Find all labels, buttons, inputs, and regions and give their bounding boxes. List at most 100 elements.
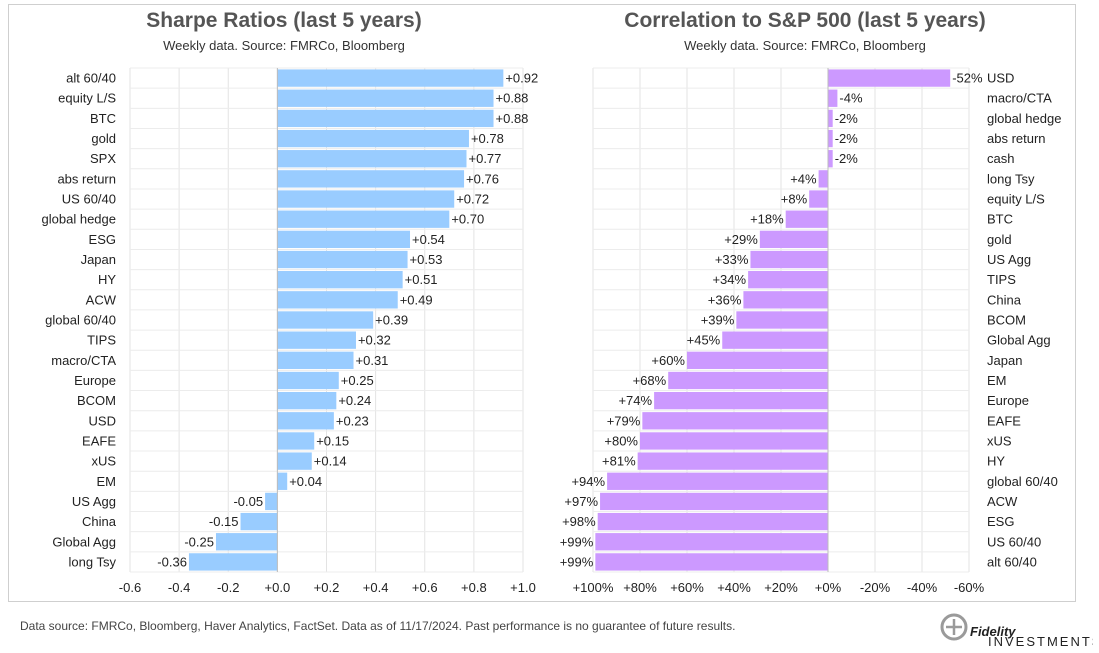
category-label: equity L/S xyxy=(987,192,1045,207)
category-label: HY xyxy=(987,454,1005,469)
category-label: alt 60/40 xyxy=(66,71,116,86)
category-label: US Agg xyxy=(987,252,1031,267)
bar xyxy=(240,512,278,531)
data-label: +33% xyxy=(715,252,749,267)
category-label: ESG xyxy=(987,514,1014,529)
fidelity-logo: Fidelity INVESTMENTS xyxy=(938,608,1099,649)
x-tick-label: +60% xyxy=(670,580,704,595)
bar xyxy=(277,311,374,329)
category-label: China xyxy=(82,514,117,529)
data-label: +0.32 xyxy=(358,333,391,348)
category-label: EM xyxy=(97,474,117,489)
category-label: Japan xyxy=(81,252,116,267)
x-tick-label: +0.2 xyxy=(314,580,340,595)
x-tick-label: +40% xyxy=(717,580,751,595)
bar xyxy=(277,412,334,430)
data-label: -52% xyxy=(952,71,983,86)
data-label: +18% xyxy=(750,212,784,227)
bar xyxy=(277,170,465,188)
category-label: Japan xyxy=(987,353,1022,368)
category-label: global 60/40 xyxy=(45,313,116,328)
bar xyxy=(277,210,450,228)
data-label: +79% xyxy=(607,413,641,428)
category-label: Global Agg xyxy=(52,534,116,549)
x-tick-label: +0% xyxy=(815,580,842,595)
category-label: BTC xyxy=(90,111,116,126)
category-label: USD xyxy=(89,413,116,428)
bar xyxy=(277,129,469,148)
data-label: +99% xyxy=(560,554,594,569)
data-label: +0.15 xyxy=(316,433,349,448)
data-label: +0.54 xyxy=(412,232,445,247)
bar xyxy=(188,553,278,571)
bar xyxy=(277,291,398,309)
data-label: +0.77 xyxy=(469,151,502,166)
data-label: +0.72 xyxy=(456,192,489,207)
category-label: abs return xyxy=(987,131,1046,146)
category-label: TIPS xyxy=(87,333,116,348)
bar xyxy=(277,432,315,450)
bar xyxy=(828,109,833,128)
bar xyxy=(722,331,828,349)
category-label: alt 60/40 xyxy=(987,554,1037,569)
bar xyxy=(750,250,828,269)
category-label: xUS xyxy=(91,454,116,469)
x-tick-label: +0.4 xyxy=(363,580,389,595)
data-label: +81% xyxy=(602,454,636,469)
bar xyxy=(600,492,828,511)
category-label: gold xyxy=(91,131,116,146)
data-label: +68% xyxy=(633,373,667,388)
category-label: ACW xyxy=(86,292,117,307)
data-label: +74% xyxy=(618,393,652,408)
correlation-chart: USD -52% macro/CTA -4% global hedge -2% abs re… xyxy=(560,67,1061,595)
bar xyxy=(597,512,828,531)
category-label: long Tsy xyxy=(69,554,117,569)
bar xyxy=(277,331,356,349)
data-label: +36% xyxy=(708,292,742,307)
data-label: +0.39 xyxy=(375,313,408,328)
bar xyxy=(277,250,408,269)
x-tick-label: -40% xyxy=(907,580,938,595)
category-label: BTC xyxy=(987,212,1013,227)
data-label: +0.23 xyxy=(336,413,369,428)
category-label: Europe xyxy=(74,373,116,388)
data-label: +0.51 xyxy=(405,272,438,287)
category-label: Global Agg xyxy=(987,333,1051,348)
data-label: -2% xyxy=(835,131,859,146)
bar xyxy=(215,533,278,551)
data-label: +8% xyxy=(781,192,808,207)
data-label: +99% xyxy=(560,534,594,549)
x-tick-label: +80% xyxy=(623,580,657,595)
bar xyxy=(277,230,411,249)
data-label: -2% xyxy=(835,151,859,166)
bar xyxy=(607,472,828,490)
x-tick-label: +1.0 xyxy=(510,580,536,595)
bar xyxy=(828,69,951,87)
data-label: -2% xyxy=(835,111,859,126)
category-label: EAFE xyxy=(987,413,1021,428)
x-tick-label: -60% xyxy=(954,580,985,595)
bar xyxy=(654,391,828,410)
data-label: -0.36 xyxy=(157,554,187,569)
data-label: +94% xyxy=(571,474,605,489)
data-label: +0.04 xyxy=(289,474,322,489)
bar xyxy=(277,190,455,208)
bar xyxy=(277,371,339,390)
sharpe-ratio-chart: alt 60/40 +0.92 equity L/S +0.88 BTC +0.88 gol… xyxy=(42,67,538,595)
data-label: +0.70 xyxy=(451,212,484,227)
bar xyxy=(277,452,312,470)
category-label: US Agg xyxy=(72,494,116,509)
data-label: +0.88 xyxy=(496,91,529,106)
bar xyxy=(277,472,288,490)
bar xyxy=(828,89,838,107)
sharpe-chart-title: Sharpe Ratios (last 5 years) xyxy=(146,9,422,32)
category-label: ACW xyxy=(987,494,1018,509)
data-label: +60% xyxy=(651,353,685,368)
data-label: +0.49 xyxy=(400,292,433,307)
category-label: EM xyxy=(987,373,1007,388)
bar xyxy=(743,291,828,309)
data-label: +29% xyxy=(724,232,758,247)
data-label: -0.05 xyxy=(233,494,263,509)
category-label: macro/CTA xyxy=(987,91,1052,106)
category-label: HY xyxy=(98,272,116,287)
